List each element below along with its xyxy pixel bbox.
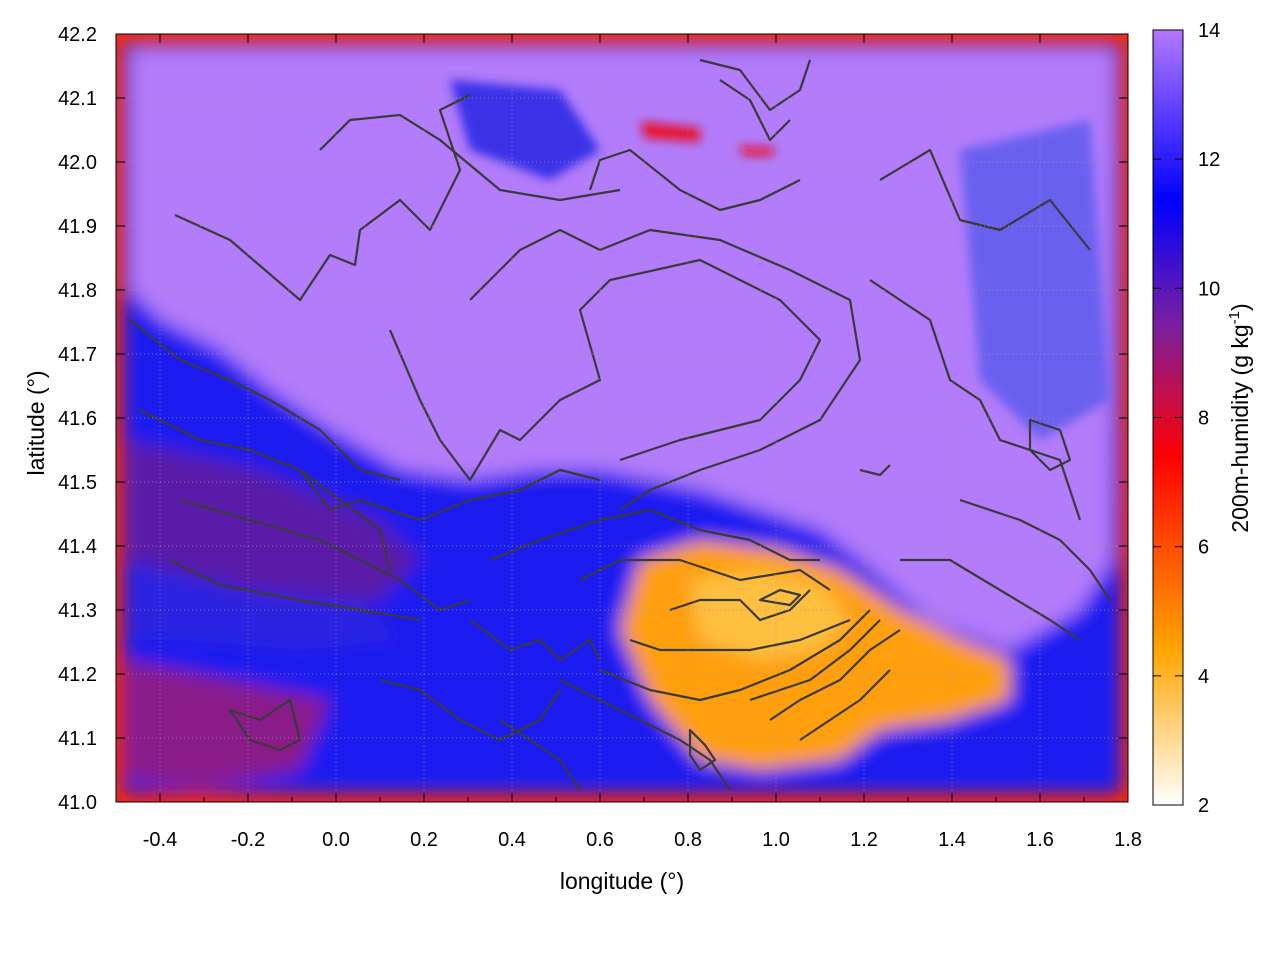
region-north-red-streak	[640, 122, 700, 142]
region-southwest-blue	[125, 560, 400, 650]
x-axis: -0.4 -0.2 0.0 0.2 0.4 0.6 0.8 1.0 1.2 1.4 1.6 1.8	[115, 34, 1142, 851]
colorbar-tick-label: 4	[1198, 666, 1209, 688]
x-tick-label: 0.8	[674, 829, 702, 851]
x-tick-label: 0.4	[498, 829, 526, 851]
y-tick-label: 41.8	[58, 280, 97, 302]
region-north-red-dot	[740, 146, 775, 156]
region-southwest-moist	[125, 440, 420, 610]
y-tick-label: 41.5	[58, 472, 97, 494]
x-tick-label: 1.4	[938, 829, 966, 851]
region-north-moist	[130, 48, 1115, 650]
y-tick-label: 42.1	[58, 88, 97, 110]
x-tick-label: -0.2	[231, 829, 265, 851]
y-tick-label: 41.0	[58, 792, 97, 814]
contour-lines	[129, 58, 1111, 791]
y-tick-label: 41.1	[58, 728, 97, 750]
y-tick-label: 41.4	[58, 536, 97, 558]
x-tick-label: 0.6	[586, 829, 614, 851]
y-tick-label: 41.6	[58, 408, 97, 430]
colorbar-tick-label: 14	[1198, 20, 1220, 42]
x-axis-title: longitude (°)	[560, 868, 684, 894]
colorbar-tick-label: 6	[1198, 537, 1209, 559]
y-tick-label: 42.0	[58, 152, 97, 174]
y-tick-label: 41.9	[58, 216, 97, 238]
colorbar-title: 200m-humidity (g kg-1)	[1226, 303, 1253, 532]
colorbar-tick-label: 10	[1198, 278, 1220, 300]
y-axis-title: latitude (°)	[23, 370, 49, 475]
y-tick-label: 41.2	[58, 664, 97, 686]
x-tick-label: 1.0	[762, 829, 790, 851]
grid-lines	[116, 33, 1129, 803]
x-tick-label: 1.2	[850, 829, 878, 851]
region-north-blue-pocket	[450, 80, 600, 180]
colorbar-title-sup: -1	[1226, 311, 1243, 324]
x-tick-label: 0.2	[410, 829, 438, 851]
y-axis: 41.0 41.1 41.2 41.3 41.4 41.5 41.6 41.7 41.8 41.9…	[58, 24, 1128, 814]
region-south-purple	[125, 660, 330, 790]
colorbar: 2 4 6 8 10 12 14 200m-humidity (g kg-1)	[1152, 20, 1253, 817]
colorbar-tick-label: 2	[1198, 795, 1209, 817]
y-tick-label: 41.7	[58, 344, 97, 366]
y-tick-label: 41.3	[58, 600, 97, 622]
colorbar-tick-label: 12	[1198, 149, 1220, 171]
heatmap-field	[116, 34, 1128, 802]
x-tick-label: 1.6	[1026, 829, 1054, 851]
x-tick-label: -0.4	[143, 829, 177, 851]
colorbar-title-main: 200m-humidity (g kg	[1227, 324, 1253, 532]
region-east-blue	[960, 120, 1110, 440]
x-tick-label: 1.8	[1114, 829, 1142, 851]
colorbar-ticks: 2 4 6 8 10 12 14	[1153, 20, 1220, 817]
x-tick-label: 0.0	[322, 829, 350, 851]
region-dry-core	[690, 570, 850, 660]
colorbar-tick-label: 8	[1198, 408, 1209, 430]
y-tick-label: 42.2	[58, 24, 97, 46]
colorbar-title-close: )	[1227, 303, 1253, 311]
